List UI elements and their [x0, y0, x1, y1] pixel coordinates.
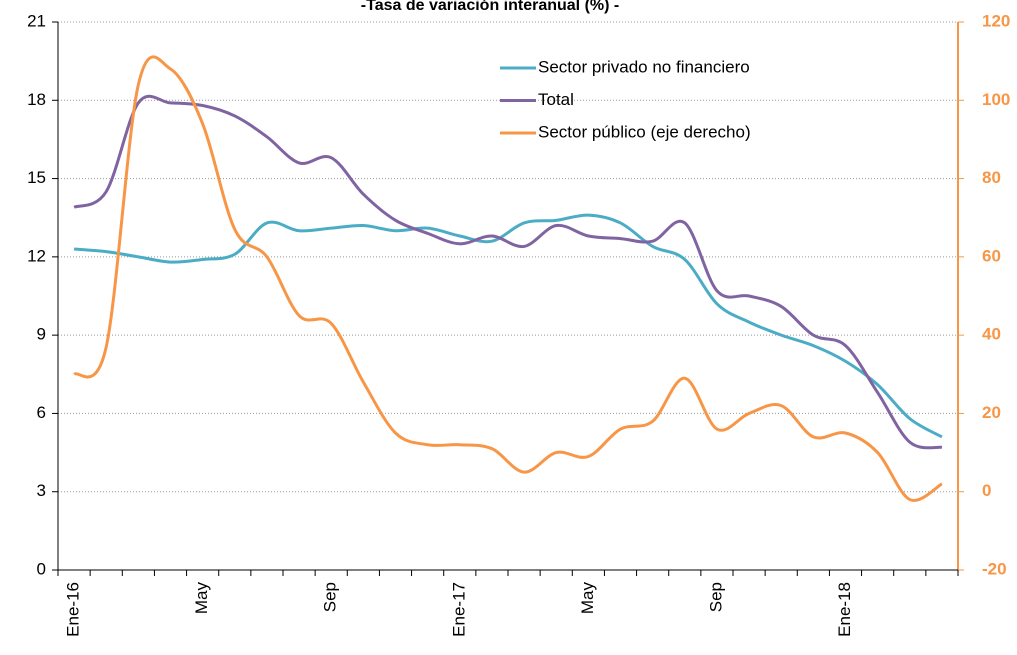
- legend-label: Sector público (eje derecho): [538, 122, 751, 141]
- y-tick-label: 9: [37, 325, 46, 344]
- legend-label: Total: [538, 90, 574, 109]
- x-tick-label: May: [192, 582, 211, 615]
- y-tick-label: 15: [27, 168, 46, 187]
- x-tick-label: Ene-16: [64, 582, 83, 637]
- y2-tick-label: 0: [982, 481, 991, 500]
- series-line: [73, 213, 943, 439]
- x-tick-label: Sep: [321, 582, 340, 612]
- legend-label: Sector privado no financiero: [538, 57, 750, 76]
- y-tick-label: 3: [37, 481, 46, 500]
- y-tick-label: 0: [37, 559, 46, 578]
- y2-tick-label: 40: [982, 325, 1001, 344]
- y2-tick-label: 100: [982, 90, 1010, 109]
- y-tick-label: 12: [27, 246, 46, 265]
- y2-tick-label: 120: [982, 11, 1010, 30]
- y-tick-label: 18: [27, 90, 46, 109]
- y2-tick-label: 20: [982, 403, 1001, 422]
- x-tick-label: Ene-17: [449, 582, 468, 637]
- y2-tick-label: -20: [982, 559, 1007, 578]
- x-tick-label: Ene-18: [835, 582, 854, 637]
- x-tick-label: May: [578, 582, 597, 615]
- series-line: [73, 55, 943, 502]
- y-tick-label: 21: [27, 11, 46, 30]
- x-tick-label: Sep: [706, 582, 725, 612]
- y2-tick-label: 60: [982, 246, 1001, 265]
- chart-title: -Tasa de variación interanual (%) -: [361, 0, 619, 14]
- y-tick-label: 6: [37, 403, 46, 422]
- y2-tick-label: 80: [982, 168, 1001, 187]
- series-line: [73, 94, 943, 450]
